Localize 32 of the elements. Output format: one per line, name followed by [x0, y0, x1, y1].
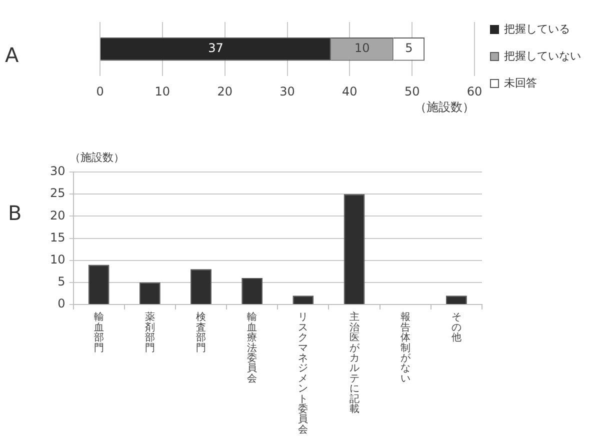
y-tick-label: 10 [50, 252, 66, 266]
legend-label: 把握している [504, 22, 570, 36]
y-tick-label: 20 [50, 208, 66, 222]
x-tick-label: 検査部門 [196, 311, 206, 354]
y-tick-label: 15 [50, 230, 66, 244]
x-tick-label: 輸血療法委員会 [247, 311, 258, 384]
category-label: リスクマネジメント委員会 [298, 312, 308, 436]
chart-title: A [5, 43, 19, 67]
x-tick-label: 40 [342, 84, 358, 99]
x-tick-label: 報告体制がない [400, 311, 412, 384]
y-tick-label: 30 [50, 164, 66, 178]
x-tick-label: 20 [217, 84, 232, 99]
x-tick-label: 0 [96, 84, 104, 99]
x-tick-label: その他 [451, 312, 462, 344]
x-tick-label: 10 [154, 84, 170, 99]
x-tick-label: 50 [404, 84, 420, 99]
y-tick-label: 25 [50, 186, 66, 200]
x-tick-label: 30 [280, 84, 295, 99]
x-tick-label: 薬剤部門 [144, 311, 155, 354]
y-axis-title: （施設数） [69, 150, 124, 164]
y-tick-label: 0 [58, 296, 66, 311]
x-tick-label: 60 [466, 84, 482, 99]
data-label: 37 [208, 41, 224, 56]
data-label: 5 [405, 41, 413, 56]
legend-label: 把握していない [504, 49, 581, 62]
legend-label: 未回答 [504, 76, 537, 90]
category-label: 主治医がカルテに記載 [349, 312, 360, 415]
text: B [8, 201, 22, 225]
x-axis-title: （施設数） [414, 100, 474, 114]
data-label: 10 [354, 41, 370, 56]
x-tick-label: 輸血部門 [94, 311, 104, 354]
y-tick-label: 5 [58, 274, 66, 289]
